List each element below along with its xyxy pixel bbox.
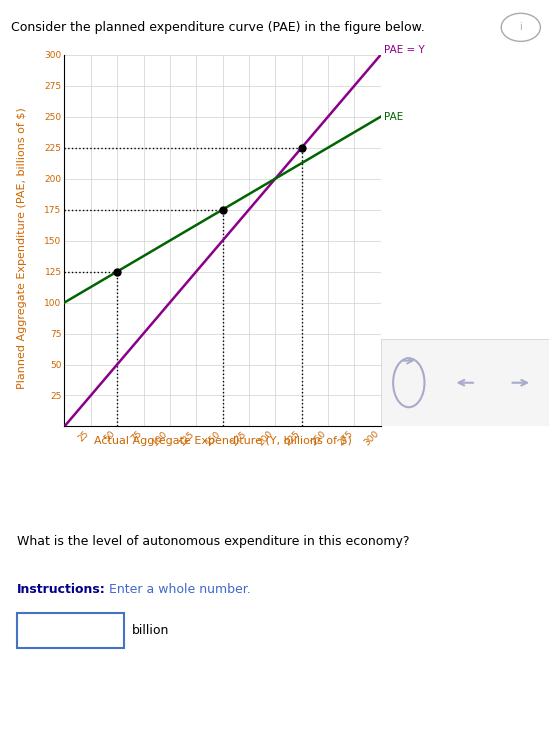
Text: PAE: PAE [384, 112, 403, 122]
Text: billion: billion [132, 624, 170, 637]
FancyBboxPatch shape [17, 613, 124, 648]
Text: Consider the planned expenditure curve (PAE) in the figure below.: Consider the planned expenditure curve (… [11, 21, 425, 34]
Text: What is the level of autonomous expenditure in this economy?: What is the level of autonomous expendit… [17, 535, 409, 547]
Text: Instructions:: Instructions: [17, 583, 105, 596]
Text: Enter a whole number.: Enter a whole number. [105, 583, 251, 596]
Text: Actual Aggregate Expenditure (Y, billions of $): Actual Aggregate Expenditure (Y, billion… [94, 436, 352, 446]
Text: i: i [520, 23, 522, 32]
Text: Planned Aggregate Expenditure (PAE, billions of $): Planned Aggregate Expenditure (PAE, bill… [17, 107, 27, 389]
FancyBboxPatch shape [381, 339, 549, 426]
Text: PAE = Y: PAE = Y [384, 44, 424, 55]
